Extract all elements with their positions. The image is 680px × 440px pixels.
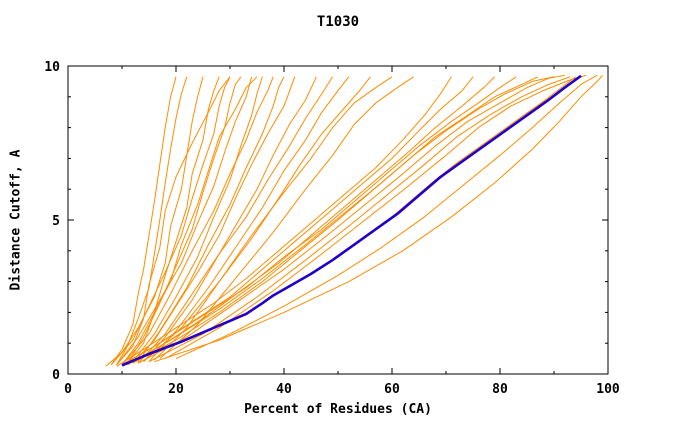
chart-title: T1030 bbox=[316, 14, 360, 30]
series-model-21 bbox=[121, 76, 474, 366]
series-model-13 bbox=[132, 76, 296, 364]
series-model-17 bbox=[154, 76, 371, 361]
series-model-23 bbox=[121, 76, 517, 366]
y-tick-label: 5 bbox=[52, 214, 60, 229]
x-tick-label: 60 bbox=[384, 382, 400, 397]
series-model-15 bbox=[137, 76, 334, 364]
series-model-28 bbox=[164, 74, 587, 360]
series-model-08 bbox=[132, 76, 263, 362]
series-model-22 bbox=[127, 76, 495, 366]
series-model-19 bbox=[159, 76, 414, 359]
series-model-09 bbox=[121, 76, 274, 366]
x-tick-label: 80 bbox=[492, 382, 508, 397]
x-axis-label: Percent of Residues (CA) bbox=[244, 402, 432, 417]
series-best-model bbox=[121, 74, 582, 367]
series-model-14 bbox=[143, 76, 317, 363]
series-model-02 bbox=[116, 76, 188, 366]
series-model-25 bbox=[127, 76, 555, 366]
x-tick-label: 20 bbox=[168, 382, 184, 397]
series-model-04 bbox=[121, 76, 220, 366]
series-model-10 bbox=[137, 76, 285, 362]
series-model-18 bbox=[143, 76, 393, 363]
series-model-29 bbox=[175, 74, 598, 360]
series-model-12 bbox=[127, 76, 258, 364]
series-model-16 bbox=[148, 76, 350, 363]
series-model-27 bbox=[148, 76, 571, 363]
series-model-01 bbox=[110, 76, 177, 366]
series-model-03 bbox=[105, 76, 204, 367]
series-model-07 bbox=[116, 76, 253, 366]
x-tick-label: 0 bbox=[64, 382, 72, 397]
series-model-26 bbox=[137, 74, 565, 364]
y-tick-label: 0 bbox=[52, 368, 60, 383]
x-tick-label: 100 bbox=[596, 382, 620, 397]
series-model-11 bbox=[116, 76, 231, 366]
series-model-20 bbox=[116, 76, 452, 367]
series-model-30 bbox=[154, 74, 603, 363]
y-tick-label: 10 bbox=[44, 60, 60, 75]
series-model-31 bbox=[121, 76, 576, 366]
series-model-06 bbox=[126, 76, 242, 364]
x-tick-label: 40 bbox=[276, 382, 292, 397]
